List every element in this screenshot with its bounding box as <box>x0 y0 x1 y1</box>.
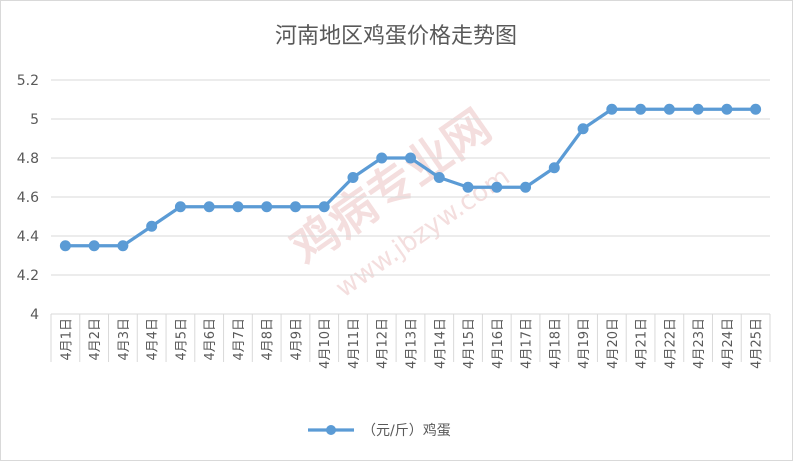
x-tick-label: 4月22日 <box>663 318 678 369</box>
x-tick-label: 4月2日 <box>88 318 103 361</box>
data-point[interactable] <box>318 201 330 213</box>
data-point[interactable] <box>692 103 704 115</box>
x-tick-label: 4月9日 <box>289 318 304 361</box>
data-point[interactable] <box>750 103 762 115</box>
data-point[interactable] <box>376 152 388 164</box>
y-tick-label: 4 <box>30 307 39 323</box>
data-point[interactable] <box>548 162 560 174</box>
x-tick-label: 4月12日 <box>376 318 391 369</box>
legend-label: （元/斤）鸡蛋 <box>362 422 451 439</box>
y-tick-label: 4.4 <box>17 229 39 245</box>
data-point[interactable] <box>347 172 359 183</box>
y-tick-label: 5.2 <box>17 73 39 89</box>
x-tick-label: 4月8日 <box>261 318 276 361</box>
x-tick-label: 4月13日 <box>405 318 420 369</box>
x-tick-label: 4月20日 <box>606 318 621 369</box>
data-point[interactable] <box>577 123 589 135</box>
x-tick-label: 4月15日 <box>462 318 477 369</box>
data-point[interactable] <box>232 201 244 213</box>
x-tick-label: 4月21日 <box>635 318 650 369</box>
y-tick-label: 5 <box>30 112 39 128</box>
x-tick-label: 4月18日 <box>548 318 563 369</box>
data-point[interactable] <box>59 240 71 252</box>
x-tick-label: 4月19日 <box>577 318 592 369</box>
data-point[interactable] <box>491 181 503 193</box>
data-point[interactable] <box>663 103 675 115</box>
x-tick-label: 4月17日 <box>520 318 535 369</box>
x-tick-label: 4月24日 <box>721 318 736 369</box>
x-axis: 4月1日 4月2日 4月3日 4月4日 4月5日 4月6日 4月7日 4月8日 4月9日 4月10… <box>50 314 771 369</box>
x-tick-label: 4月16日 <box>491 318 506 369</box>
x-tick-label: 4月14日 <box>433 318 448 369</box>
y-tick-label: 4.8 <box>17 151 39 167</box>
data-point[interactable] <box>520 181 532 193</box>
data-point[interactable] <box>721 103 733 115</box>
data-point[interactable] <box>462 181 474 193</box>
x-tick-label: 4月25日 <box>750 318 765 369</box>
series-egg <box>59 103 762 252</box>
data-point[interactable] <box>117 240 129 252</box>
watermark: 鸡病专业网 www.jbzyw.com <box>281 99 515 304</box>
x-tick-label: 4月1日 <box>59 318 74 361</box>
x-tick-label: 4月7日 <box>232 318 247 361</box>
data-point[interactable] <box>405 152 416 164</box>
x-tick-label: 4月11日 <box>347 318 362 369</box>
x-tick-label: 4月4日 <box>146 318 161 361</box>
y-tick-label: 4.6 <box>17 190 39 206</box>
legend[interactable]: （元/斤）鸡蛋 <box>308 422 451 439</box>
data-point[interactable] <box>88 240 100 252</box>
grid-lines <box>51 79 770 315</box>
data-point[interactable] <box>174 201 186 213</box>
data-point[interactable] <box>606 103 618 115</box>
x-tick-label: 4月23日 <box>692 318 707 369</box>
y-tick-label: 4.2 <box>17 268 39 284</box>
legend-marker <box>326 425 336 435</box>
data-point[interactable] <box>433 172 445 183</box>
chart-title: 河南地区鸡蛋价格走势图 <box>275 24 517 49</box>
x-tick-label: 4月5日 <box>174 318 189 361</box>
x-tick-label: 4月6日 <box>203 318 218 361</box>
x-tick-label: 4月3日 <box>117 318 132 361</box>
x-tick-label: 4月10日 <box>318 318 333 369</box>
data-point[interactable] <box>261 201 273 213</box>
y-axis: 4 4.2 4.4 4.6 4.8 5 5.2 <box>17 73 39 323</box>
data-point[interactable] <box>635 103 647 115</box>
data-point[interactable] <box>146 220 158 232</box>
data-point[interactable] <box>203 201 215 213</box>
data-point[interactable] <box>289 201 301 213</box>
